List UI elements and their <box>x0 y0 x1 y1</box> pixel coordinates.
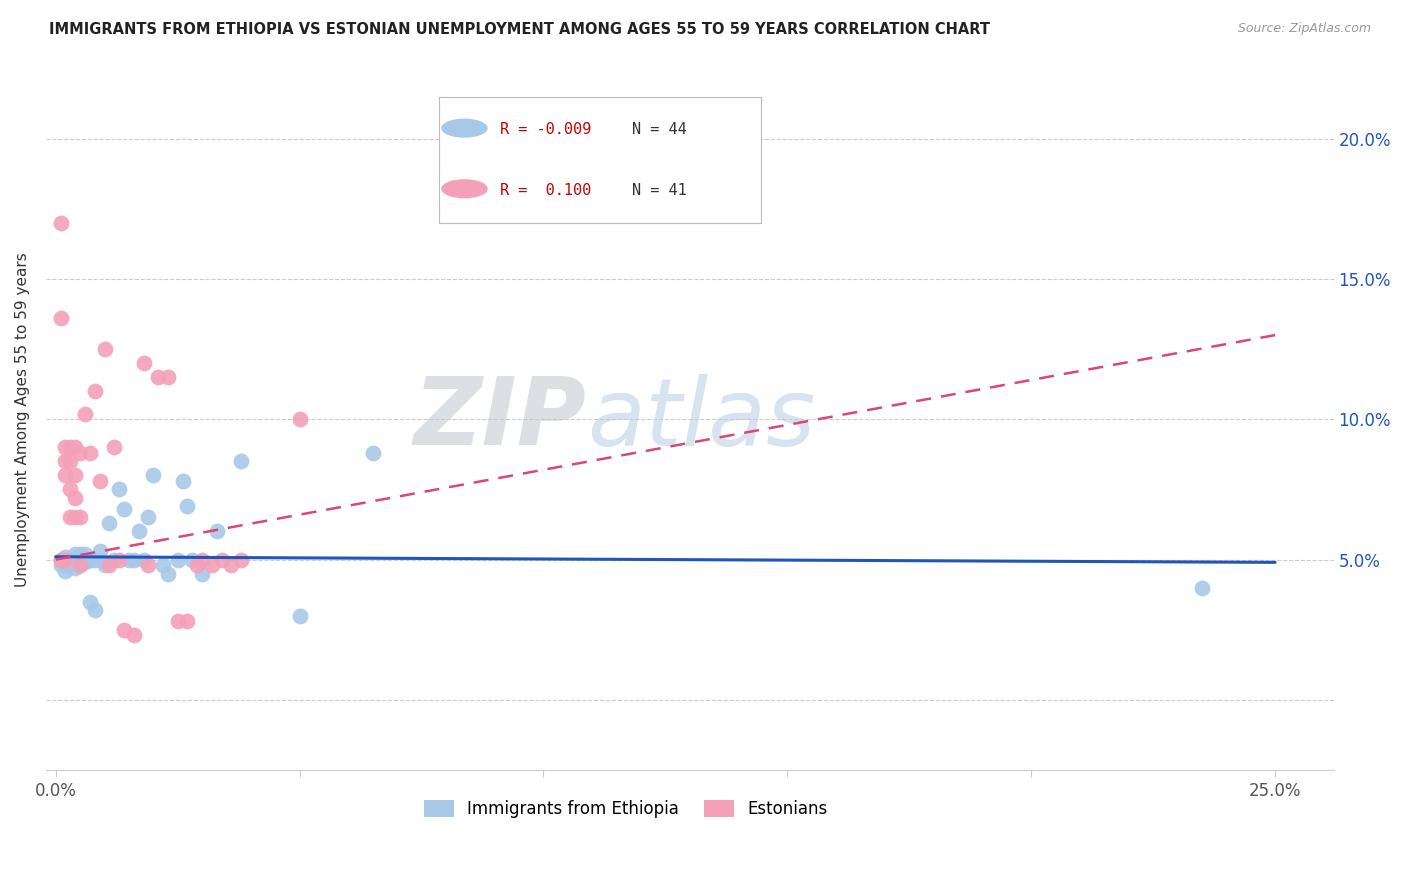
Point <box>103 552 125 566</box>
Point <box>186 558 208 573</box>
Y-axis label: Unemployment Among Ages 55 to 59 years: Unemployment Among Ages 55 to 59 years <box>15 252 30 587</box>
Point <box>201 558 224 573</box>
Point <box>69 552 91 566</box>
Point <box>138 510 160 524</box>
Point <box>65 510 87 524</box>
Point <box>1191 581 1213 595</box>
Point <box>156 370 179 384</box>
Point <box>229 454 252 468</box>
Point <box>73 555 96 569</box>
Point <box>112 623 135 637</box>
Point <box>166 552 188 566</box>
Point <box>89 544 111 558</box>
Point <box>98 558 121 573</box>
Point <box>49 311 72 326</box>
Point <box>83 384 105 399</box>
Point <box>108 552 131 566</box>
Point <box>65 440 87 454</box>
Point <box>146 370 169 384</box>
Point <box>122 628 145 642</box>
Point <box>152 558 174 573</box>
Point <box>55 454 77 468</box>
Point <box>73 547 96 561</box>
Point <box>49 216 72 230</box>
Point <box>73 552 96 566</box>
Point <box>49 552 72 566</box>
Point <box>49 558 72 573</box>
Point <box>108 483 131 497</box>
Point <box>93 342 115 356</box>
Point <box>59 558 82 573</box>
Point <box>172 474 194 488</box>
Point <box>138 558 160 573</box>
Point <box>65 552 87 566</box>
Point <box>65 468 87 483</box>
Point <box>221 558 243 573</box>
Point <box>142 468 165 483</box>
Point <box>191 566 214 581</box>
Point <box>89 552 111 566</box>
Point <box>83 552 105 566</box>
Point <box>59 454 82 468</box>
Point <box>65 547 87 561</box>
Point <box>181 552 204 566</box>
Point <box>59 483 82 497</box>
Point <box>83 603 105 617</box>
Point <box>112 502 135 516</box>
Point <box>73 407 96 421</box>
Legend: Immigrants from Ethiopia, Estonians: Immigrants from Ethiopia, Estonians <box>416 793 834 825</box>
Point <box>288 412 311 426</box>
Point <box>55 564 77 578</box>
Point <box>55 549 77 564</box>
Point <box>69 558 91 573</box>
Point <box>205 524 228 539</box>
Point <box>103 440 125 454</box>
Point <box>59 440 82 454</box>
Point <box>69 547 91 561</box>
Point <box>79 552 101 566</box>
Point <box>55 552 77 566</box>
Point <box>79 446 101 460</box>
Point <box>69 510 91 524</box>
Point <box>176 500 198 514</box>
Point <box>69 446 91 460</box>
Point <box>211 552 233 566</box>
Point <box>65 561 87 575</box>
Text: atlas: atlas <box>586 374 815 465</box>
Point <box>79 594 101 608</box>
Point <box>98 516 121 530</box>
Point <box>132 552 155 566</box>
Point <box>93 558 115 573</box>
Point <box>59 552 82 566</box>
Point <box>122 552 145 566</box>
Point <box>288 608 311 623</box>
Point <box>89 474 111 488</box>
Point <box>118 552 141 566</box>
Point <box>128 524 150 539</box>
Point <box>132 356 155 370</box>
Text: IMMIGRANTS FROM ETHIOPIA VS ESTONIAN UNEMPLOYMENT AMONG AGES 55 TO 59 YEARS CORR: IMMIGRANTS FROM ETHIOPIA VS ESTONIAN UNE… <box>49 22 990 37</box>
Point <box>65 491 87 505</box>
Point <box>55 440 77 454</box>
Point <box>59 510 82 524</box>
Point <box>176 615 198 629</box>
Text: Source: ZipAtlas.com: Source: ZipAtlas.com <box>1237 22 1371 36</box>
Point <box>55 468 77 483</box>
Point <box>69 558 91 573</box>
Point <box>191 552 214 566</box>
Point <box>361 446 384 460</box>
Text: ZIP: ZIP <box>413 373 586 466</box>
Point <box>229 552 252 566</box>
Point <box>166 615 188 629</box>
Point <box>156 566 179 581</box>
Point <box>49 552 72 566</box>
